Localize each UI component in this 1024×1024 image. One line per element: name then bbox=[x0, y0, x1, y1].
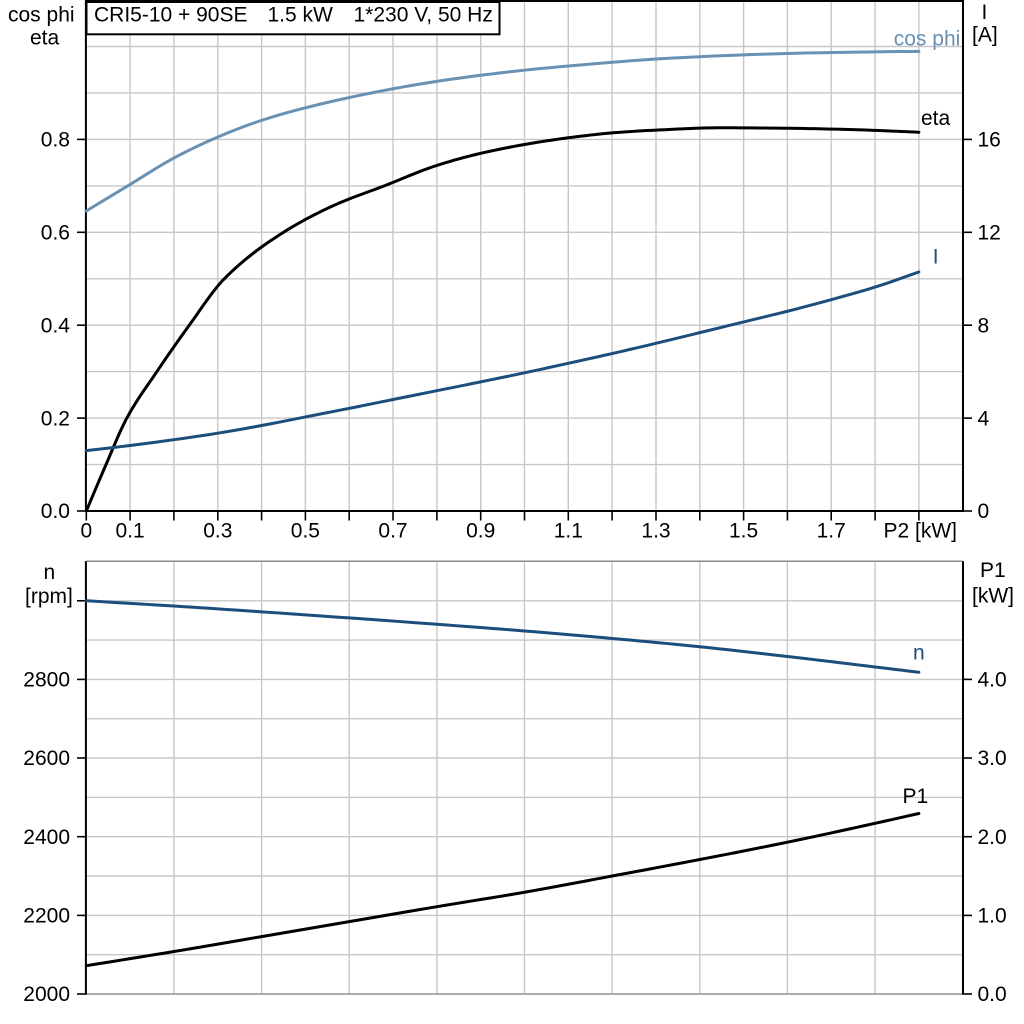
svg-text:0.3: 0.3 bbox=[203, 520, 232, 543]
svg-text:2800: 2800 bbox=[23, 669, 70, 692]
svg-text:I: I bbox=[982, 1, 988, 24]
svg-text:P2 [kW]: P2 [kW] bbox=[883, 520, 957, 543]
svg-text:[rpm]: [rpm] bbox=[25, 585, 73, 608]
svg-text:4.0: 4.0 bbox=[978, 669, 1007, 692]
svg-text:CRI5-10 + 90SE: CRI5-10 + 90SE bbox=[94, 3, 248, 26]
svg-text:0.0: 0.0 bbox=[41, 500, 70, 523]
svg-text:1.7: 1.7 bbox=[817, 520, 846, 543]
svg-text:0.4: 0.4 bbox=[41, 314, 71, 337]
svg-text:1.1: 1.1 bbox=[554, 520, 583, 543]
svg-text:1*230 V, 50 Hz: 1*230 V, 50 Hz bbox=[354, 3, 493, 26]
svg-text:0.5: 0.5 bbox=[291, 520, 320, 543]
svg-text:P1: P1 bbox=[903, 785, 929, 808]
svg-text:0.6: 0.6 bbox=[41, 222, 70, 245]
svg-text:eta: eta bbox=[921, 107, 951, 130]
svg-text:2400: 2400 bbox=[23, 826, 70, 849]
svg-text:n: n bbox=[44, 561, 56, 584]
svg-text:3.0: 3.0 bbox=[978, 747, 1007, 770]
svg-text:0.2: 0.2 bbox=[41, 407, 70, 430]
svg-text:2200: 2200 bbox=[23, 905, 70, 928]
svg-text:0.8: 0.8 bbox=[41, 129, 70, 152]
svg-text:eta: eta bbox=[30, 26, 60, 49]
svg-text:n: n bbox=[913, 642, 925, 665]
svg-text:4: 4 bbox=[978, 407, 990, 430]
svg-text:2.0: 2.0 bbox=[978, 826, 1007, 849]
svg-text:I: I bbox=[933, 246, 939, 269]
svg-text:1.3: 1.3 bbox=[641, 520, 670, 543]
svg-text:[A]: [A] bbox=[972, 24, 998, 47]
svg-text:1.0: 1.0 bbox=[978, 905, 1007, 928]
svg-text:[kW]: [kW] bbox=[972, 584, 1014, 607]
svg-text:0.0: 0.0 bbox=[978, 983, 1007, 1006]
svg-text:cos phi: cos phi bbox=[8, 3, 75, 26]
svg-text:16: 16 bbox=[978, 129, 1001, 152]
svg-text:cos phi: cos phi bbox=[894, 27, 961, 50]
svg-text:8: 8 bbox=[978, 314, 990, 337]
svg-text:0.1: 0.1 bbox=[115, 520, 144, 543]
svg-text:2000: 2000 bbox=[23, 983, 70, 1006]
svg-text:12: 12 bbox=[978, 222, 1001, 245]
svg-text:P1: P1 bbox=[980, 559, 1006, 582]
svg-text:0: 0 bbox=[80, 520, 92, 543]
svg-text:0: 0 bbox=[978, 500, 990, 523]
svg-text:1.5: 1.5 bbox=[729, 520, 758, 543]
svg-text:2600: 2600 bbox=[23, 747, 70, 770]
svg-text:1.5 kW: 1.5 kW bbox=[268, 3, 334, 26]
svg-text:0.9: 0.9 bbox=[466, 520, 495, 543]
svg-text:0.7: 0.7 bbox=[378, 520, 407, 543]
